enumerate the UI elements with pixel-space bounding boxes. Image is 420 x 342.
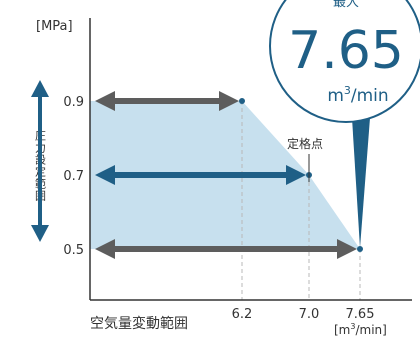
callout-top-text: 最大	[333, 0, 359, 10]
max-callout: 最大 7.65 m3/min	[269, 0, 420, 248]
y-tick-label: 0.7	[63, 169, 84, 184]
x-unit-label-sup: 3	[350, 322, 355, 331]
y-tick-label: 0.9	[63, 95, 84, 110]
x-tick-label: 7.0	[299, 307, 320, 322]
x-tick-label: 6.2	[232, 307, 253, 322]
x-tick-label: 7.65	[346, 307, 375, 322]
arrow-head-right	[337, 239, 357, 259]
arrow-head-left	[95, 165, 115, 185]
pressure-arrow	[95, 91, 239, 111]
callout-unit-base: m	[327, 86, 344, 106]
x-unit-label-end: /min]	[355, 323, 386, 337]
y-tick-label: 0.5	[63, 243, 84, 258]
arrow-head-left	[95, 91, 115, 111]
boundary-point	[239, 98, 245, 104]
callout-circle	[269, 0, 420, 123]
pressure-arrow	[95, 239, 357, 259]
callout-unit: m3/min	[327, 84, 388, 106]
pressure-arrow	[95, 165, 306, 185]
arrow-head-right	[286, 165, 306, 185]
y-unit-label: [MPa]	[36, 19, 73, 34]
x-axis-title: 空気量変動範囲	[90, 315, 188, 332]
boundary-points	[239, 98, 363, 252]
arrow-head-right	[219, 91, 239, 111]
y-tick-labels: 0.9 0.7 0.5	[63, 95, 84, 258]
callout-pointer	[352, 118, 370, 248]
callout-unit-end: /min	[351, 86, 389, 106]
arrow-head-left	[95, 239, 115, 259]
rated-point-label: 定格点	[287, 136, 323, 151]
x-unit-label: [m3/min]	[334, 322, 387, 337]
pressure-range-arrow	[31, 80, 49, 242]
x-unit-label-base: [m	[334, 323, 350, 337]
callout-unit-sup: 3	[344, 84, 351, 97]
boundary-point	[357, 246, 363, 252]
callout-value: 7.65	[288, 21, 404, 81]
pressure-arrows	[95, 91, 357, 259]
guide-lines	[241, 101, 361, 300]
x-tick-labels: 6.2 7.0 7.65	[232, 307, 375, 322]
